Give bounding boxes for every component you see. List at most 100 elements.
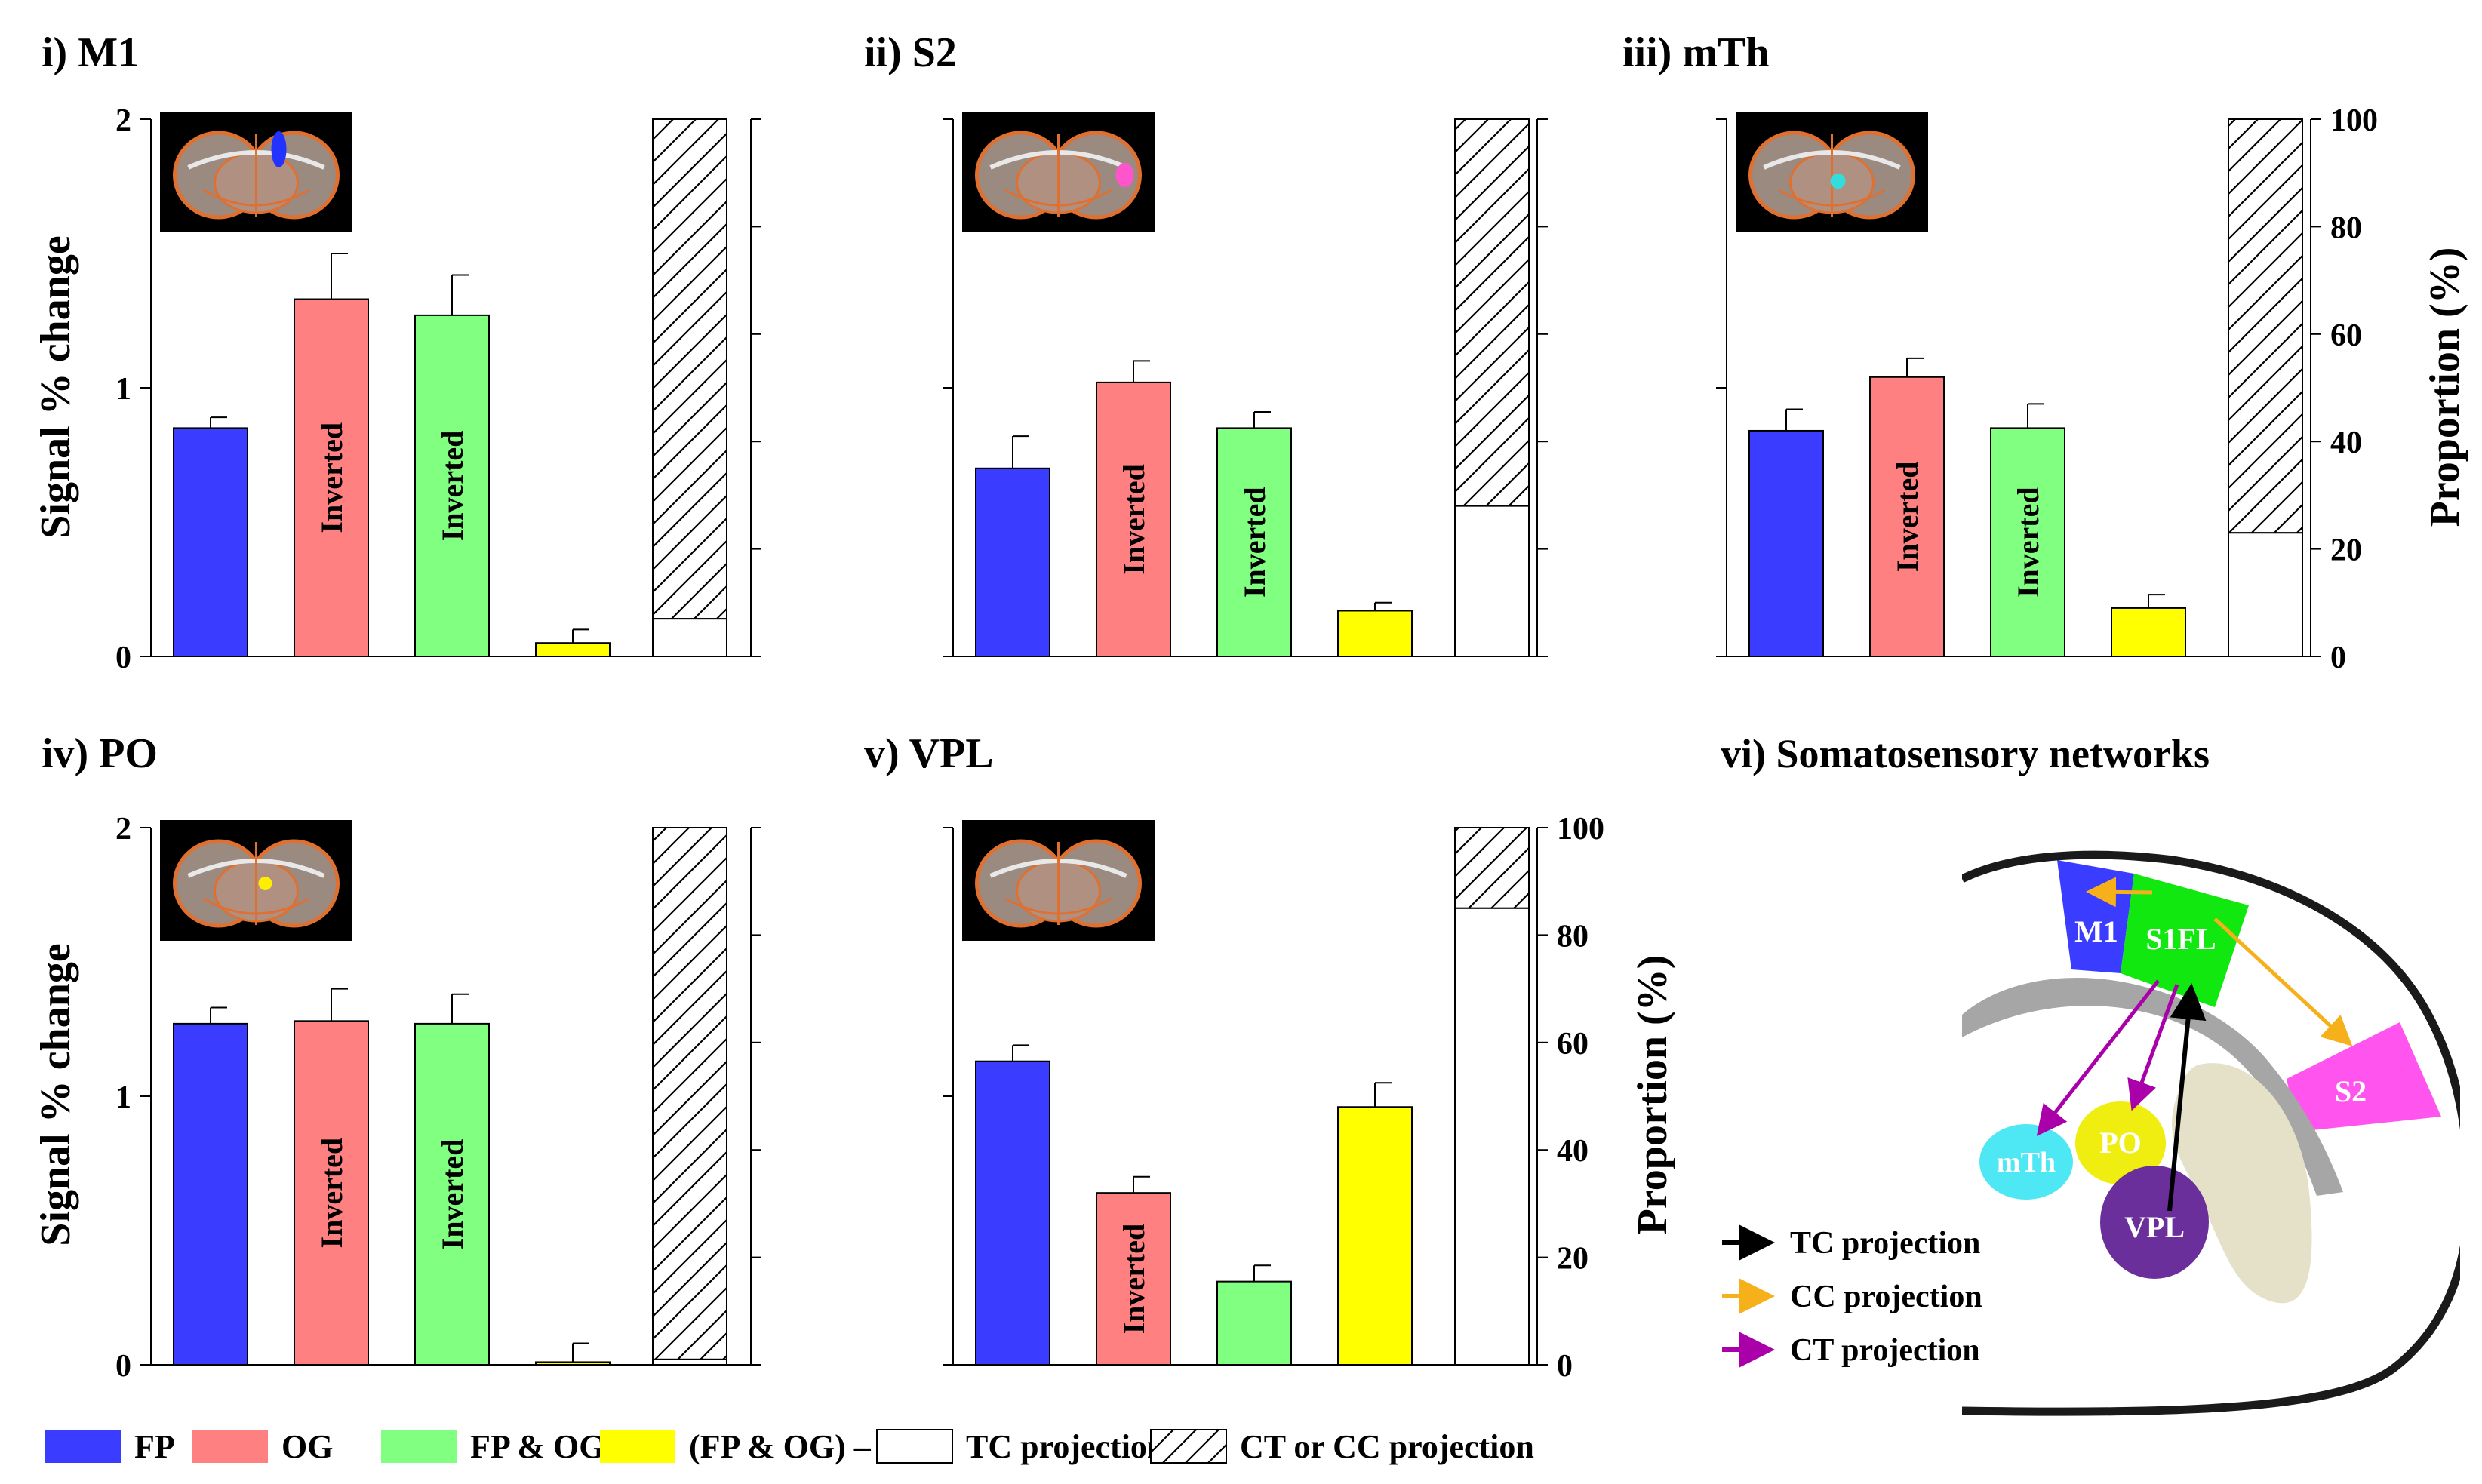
legend-swatch — [876, 1429, 953, 1464]
y2-tick-label: 60 — [2330, 318, 2362, 353]
panel-0: i) M1 0 1 2 Inverted Inverted — [42, 29, 761, 675]
inverted-label: Inverted — [1117, 464, 1151, 575]
legend-swatch — [192, 1430, 268, 1463]
y-axis-title-top-left: Signal % change — [32, 235, 79, 538]
bar-ct-cc-proportion — [2228, 118, 2303, 534]
brain-outline — [1962, 850, 2460, 1416]
inverted-label: Inverted — [1238, 487, 1272, 598]
y2-tick-label: 100 — [2330, 103, 2378, 138]
y-tick-label: 2 — [115, 812, 131, 846]
legend-label: TC projection — [966, 1428, 1165, 1465]
highlighted-region — [1115, 163, 1134, 187]
legend-cc-label: CC projection — [1790, 1280, 1982, 1314]
bar-og — [1096, 1192, 1171, 1366]
bar--fp-og-og — [535, 1361, 611, 1366]
inverted-label: Inverted — [435, 1139, 469, 1250]
legend-swatch — [600, 1430, 675, 1463]
brain-thumbnail — [962, 112, 1155, 232]
panel-4: v) VPL 0 20 40 60 80 100 Inverted — [864, 730, 1604, 1384]
legend-swatch — [1150, 1429, 1227, 1464]
bar-fp-og — [414, 1022, 490, 1366]
label-s1fl: S1FL — [2145, 922, 2216, 956]
brain-thumbnail — [1736, 112, 1928, 232]
y2-tick-label: 40 — [2330, 426, 2362, 460]
bar-ct-cc-proportion — [1454, 827, 1530, 909]
legend-label: OG — [281, 1428, 333, 1465]
bar-og — [1096, 381, 1171, 657]
arrow-cc-s1fl-to-s2 — [2213, 917, 2353, 1046]
bar-fp-og — [1990, 427, 2065, 658]
bar-tc-proportion — [652, 618, 727, 657]
bar-tc-proportion — [1454, 907, 1530, 1366]
bar-og — [294, 298, 369, 657]
y-tick-label: 1 — [115, 372, 131, 407]
y-tick-label: 0 — [115, 641, 131, 675]
inverted-label: Inverted — [2011, 487, 2045, 598]
legend-label: FP — [134, 1428, 175, 1465]
region-vpl-shape — [2100, 1166, 2209, 1279]
panel-3: iv) PO 0 1 2 Inverted Inverted — [42, 730, 761, 1384]
striatum-shape — [2172, 1063, 2312, 1304]
panel-title: iv) PO — [42, 730, 158, 777]
y2-tick-label: 40 — [1557, 1134, 1589, 1169]
white-matter-band — [1962, 977, 2343, 1196]
panel-2: iii) mTh 0 20 40 60 80 100 Inverted Inverted — [1622, 29, 2378, 675]
inverted-label: Inverted — [315, 422, 349, 533]
y2-axis-title-top-right: Proportion (%) — [2422, 247, 2468, 527]
panel-title: i) M1 — [42, 29, 139, 76]
label-vpl: VPL — [2124, 1210, 2185, 1244]
brain-thumbnail — [962, 820, 1155, 941]
bar-legend: FP OG FP & OG (FP & OG) – OG TC projection CT… — [45, 1428, 1534, 1465]
legend-label: CT or CC projection — [1240, 1428, 1534, 1465]
highlighted-region — [271, 131, 287, 167]
y2-tick-label: 100 — [1557, 812, 1604, 846]
bar--fp-og-og — [1337, 1106, 1413, 1366]
bar-ct-cc-proportion — [1454, 118, 1530, 507]
y2-tick-label: 60 — [1557, 1027, 1589, 1062]
panel-title: ii) S2 — [864, 29, 957, 76]
brain-thumbnail — [160, 112, 352, 232]
bar-panels: i) M1 0 1 2 Inverted Inverted ii) S2 Inverted In… — [42, 29, 2378, 1384]
bar--fp-og-og — [1337, 610, 1413, 657]
bar-ct-cc-proportion — [652, 118, 727, 620]
inverted-label: Inverted — [1890, 462, 1924, 573]
y2-tick-label: 20 — [1557, 1242, 1589, 1277]
bar--fp-og-og — [535, 642, 611, 658]
bar-fp — [1748, 429, 1824, 658]
legend-swatch — [45, 1430, 121, 1463]
region-mth-shape — [1979, 1124, 2073, 1200]
bar-fp — [173, 427, 248, 658]
network-diagram: vi) Somatosensory networks M1 S1FL S2 mT… — [1721, 731, 2460, 1416]
y2-axis-title-bottom-right: Proportion (%) — [1629, 955, 1676, 1235]
brain-thumbnail — [160, 820, 352, 941]
network-title: vi) Somatosensory networks — [1721, 731, 2210, 776]
bar-fp — [173, 1022, 248, 1366]
legend-label: FP & OG — [470, 1428, 604, 1465]
arrow-ct-s1fl-to-po — [2127, 984, 2179, 1111]
bar-tc-proportion — [2228, 532, 2303, 657]
region-s1fl-shape — [2121, 874, 2249, 1007]
arrow-tc-vpl-to-s1fl — [2167, 983, 2207, 1212]
y-tick-label: 2 — [115, 103, 131, 138]
arrow-ct-s1fl-to-mth — [2036, 979, 2160, 1136]
y-tick-label: 1 — [115, 1080, 131, 1115]
y-tick-label: 0 — [115, 1349, 131, 1384]
y2-tick-label: 80 — [2330, 210, 2362, 245]
bar-tc-proportion — [1454, 505, 1530, 658]
bar-og — [1869, 376, 1945, 657]
bar-fp-og — [1216, 427, 1292, 658]
bar-fp-og — [414, 314, 490, 657]
inverted-label: Inverted — [315, 1138, 349, 1249]
arrow-cc-s1fl-to-m1 — [2086, 877, 2153, 908]
highlighted-region — [1830, 174, 1846, 189]
region-po-shape — [2075, 1101, 2166, 1184]
label-s2: S2 — [2335, 1074, 2367, 1108]
y-axis-title-bottom-left: Signal % change — [32, 943, 79, 1246]
inverted-label: Inverted — [435, 431, 469, 542]
bar--fp-og-og — [2111, 607, 2186, 657]
bar-tc-proportion — [652, 1358, 727, 1366]
legend-swatch — [381, 1430, 457, 1463]
y2-tick-label: 0 — [2330, 641, 2346, 675]
y2-tick-label: 20 — [2330, 533, 2362, 568]
region-s2-shape — [2287, 1022, 2441, 1132]
